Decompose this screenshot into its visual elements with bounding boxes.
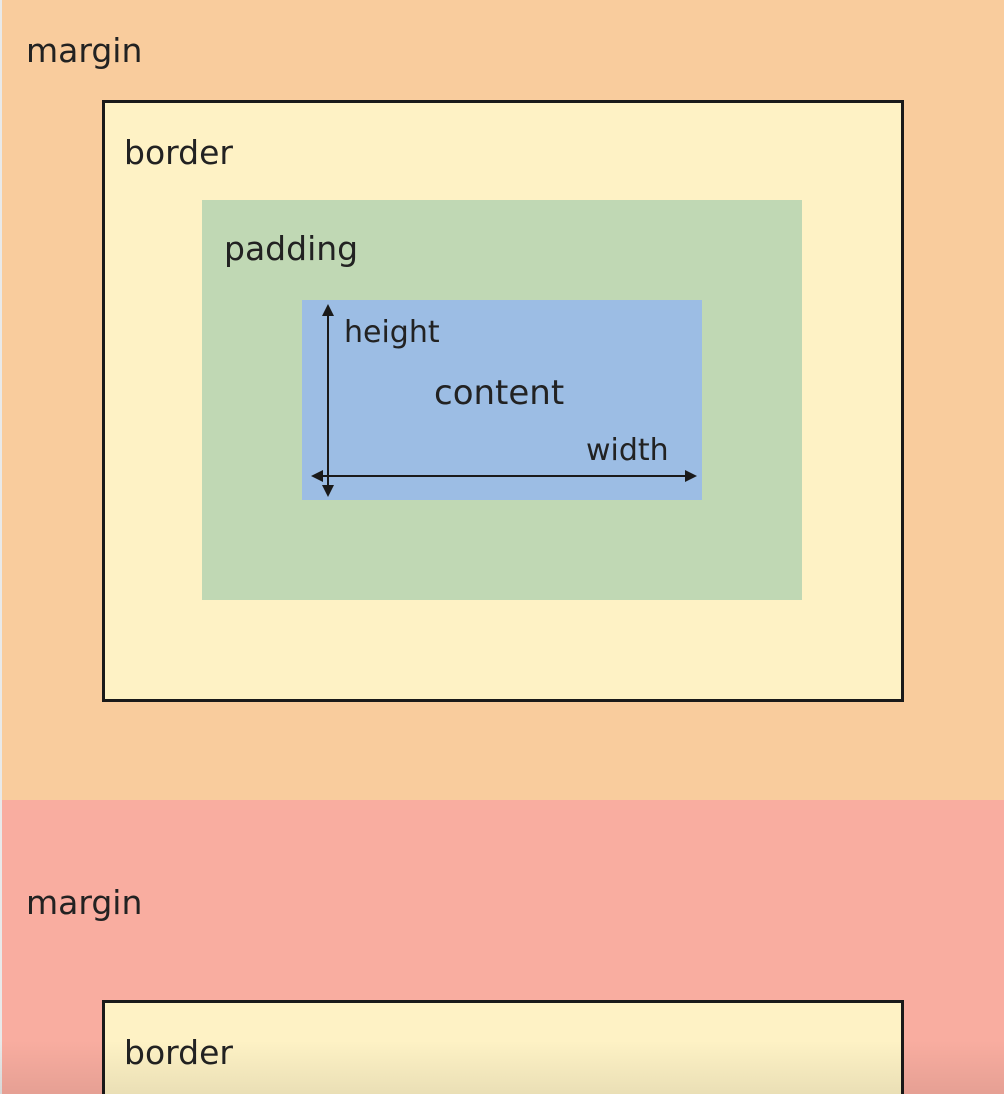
margin-label: margin (26, 31, 143, 70)
content-area (302, 300, 702, 500)
width-label: width (586, 433, 669, 468)
left-frame-line (0, 0, 2, 1094)
second-margin-label: margin (26, 883, 143, 922)
second-border-area (102, 1000, 904, 1094)
second-border-label: border (124, 1033, 233, 1072)
height-label: height (344, 315, 440, 350)
content-label: content (434, 373, 565, 413)
border-label: border (124, 133, 233, 172)
padding-label: padding (224, 229, 359, 268)
